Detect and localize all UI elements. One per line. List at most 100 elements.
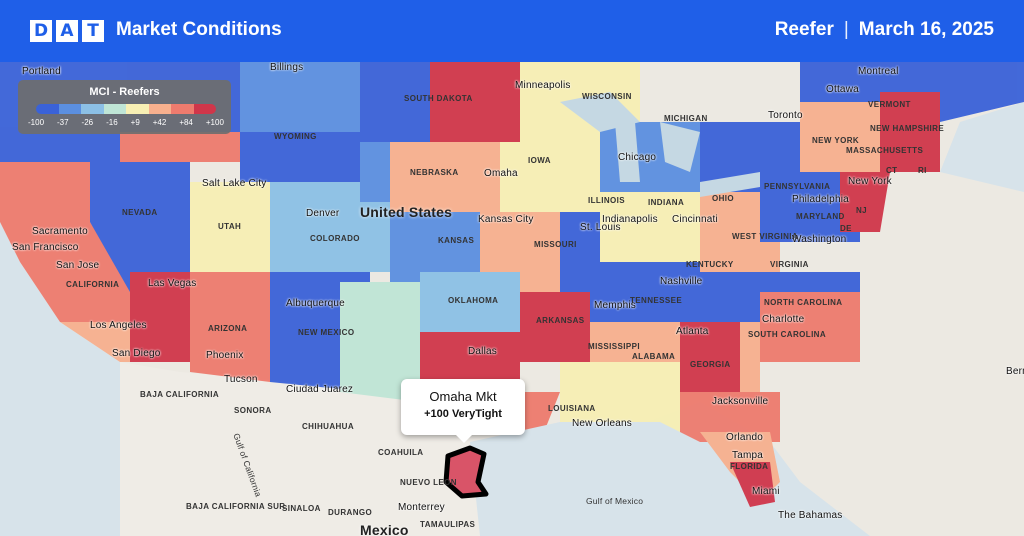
- city-label-atlanta: Atlanta: [676, 326, 709, 337]
- market-regions: [0, 62, 1024, 507]
- mci-legend: MCI - Reefers -100 -37 -26 -16 +9 +42 +84 +100: [18, 80, 231, 134]
- city-label-monterrey: Monterrey: [398, 502, 445, 513]
- state-label-new-hampshire: NEW HAMPSHIRE: [870, 124, 945, 133]
- state-label-vermont: VERMONT: [868, 100, 911, 109]
- state-label-new-mexico: NEW MEXICO: [298, 328, 355, 337]
- state-label-indiana: INDIANA: [648, 198, 685, 207]
- legend-tick: +84: [179, 118, 193, 127]
- city-label-los-angeles: Los Angeles: [90, 320, 147, 331]
- legend-tick: -16: [106, 118, 118, 127]
- city-label-new-york: New York: [848, 176, 892, 187]
- legend-tick: -100: [28, 118, 45, 127]
- legend-tick: -26: [81, 118, 94, 127]
- legend-swatch: [58, 104, 81, 114]
- page-title: Market Conditions: [116, 19, 282, 40]
- city-label-miami: Miami: [752, 486, 780, 497]
- country-label-us: United States: [360, 204, 453, 220]
- gulf-of-mexico: [470, 422, 720, 536]
- legend-tick: +42: [152, 118, 167, 127]
- state-label-tamaulipas: TAMAULIPAS: [420, 520, 476, 529]
- legend-title: MCI - Reefers: [89, 86, 160, 98]
- highlighted-market-outline[interactable]: [443, 445, 489, 499]
- gulf-of-mexico-label: Gulf of Mexico: [586, 496, 644, 506]
- city-label-san-francisco: San Francisco: [12, 242, 79, 253]
- tooltip-market-name: Omaha Mkt: [429, 389, 497, 404]
- city-label-sacramento: Sacramento: [32, 226, 88, 237]
- state-label-virginia: VIRGINIA: [770, 260, 809, 269]
- legend-tick: +100: [205, 118, 224, 127]
- state-label-utah: UTAH: [218, 222, 242, 231]
- map-canvas: [0, 62, 1024, 536]
- city-label-bahamas: The Bahamas: [778, 510, 843, 521]
- report-date: March 16, 2025: [858, 19, 994, 40]
- state-label-de: DE: [840, 224, 852, 233]
- legend-swatch: [193, 104, 216, 114]
- city-label-dallas: Dallas: [468, 346, 497, 357]
- state-label-north-carolina: NORTH CAROLINA: [764, 298, 843, 307]
- lake-michigan: [615, 122, 640, 182]
- state-label-michigan: MICHIGAN: [664, 114, 708, 123]
- market-map[interactable]: Portland Billings Minneapolis Montreal O…: [0, 62, 1024, 536]
- state-label-baja-california-sur: BAJA CALIFORNIA SUR: [186, 502, 286, 511]
- state-label-nj: NJ: [856, 206, 868, 215]
- state-label-iowa: IOWA: [528, 156, 551, 165]
- state-label-arizona: ARIZONA: [208, 324, 248, 333]
- city-label-nashville: Nashville: [660, 276, 703, 287]
- country-label-mexico: Mexico: [360, 522, 409, 536]
- state-label-nevada: NEVADA: [122, 208, 158, 217]
- state-label-mississippi: MISSISSIPPI: [588, 342, 640, 351]
- city-label-montreal: Montreal: [858, 66, 899, 77]
- state-label-west-virginia: WEST VIRGINIA: [732, 232, 799, 241]
- header-separator: |: [843, 19, 849, 40]
- lake-erie: [700, 172, 760, 197]
- legend-swatch: [171, 104, 194, 114]
- state-label-wyoming: WYOMING: [274, 132, 317, 141]
- state-label-chihuahua: CHIHUAHUA: [302, 422, 355, 431]
- state-label-kansas: KANSAS: [438, 236, 475, 245]
- state-label-maryland: MARYLAND: [796, 212, 845, 221]
- logo-letter-a: A: [56, 20, 78, 42]
- state-label-florida: FLORIDA: [730, 462, 769, 471]
- header-bar: D A T Market Conditions Reefer | March 1…: [0, 0, 1024, 62]
- state-label-ohio: OHIO: [712, 194, 735, 203]
- city-label-ciudad-juarez: Ciudad Juarez: [286, 384, 354, 395]
- city-label-jacksonville: Jacksonville: [712, 396, 769, 407]
- city-label-san-jose: San Jose: [56, 260, 100, 271]
- state-label-colorado: COLORADO: [310, 234, 360, 243]
- legend-tick: +9: [130, 118, 140, 127]
- state-label-durango: DURANGO: [328, 508, 373, 517]
- legend-tick: -37: [57, 118, 69, 127]
- city-label-billings: Billings: [270, 62, 304, 73]
- state-label-tennessee: TENNESSEE: [630, 296, 683, 305]
- legend-color-scale: [36, 104, 216, 114]
- city-label-tampa: Tampa: [732, 450, 764, 461]
- lake-huron: [660, 122, 700, 172]
- tooltip-market-value: +100 VeryTight: [424, 408, 502, 420]
- state-label-ri: RI: [918, 166, 927, 175]
- city-label-bermuda: Bermuda: [1006, 366, 1024, 377]
- legend-swatch: [81, 104, 104, 114]
- state-label-oklahoma: OKLAHOMA: [448, 296, 499, 305]
- state-label-south-dakota: SOUTH DAKOTA: [404, 94, 473, 103]
- legend-swatch: [36, 104, 59, 114]
- legend-swatch: [148, 104, 171, 114]
- city-label-chicago: Chicago: [618, 152, 657, 163]
- header-meta: Reefer | March 16, 2025: [775, 19, 994, 41]
- market-tooltip: Omaha Mkt +100 VeryTight: [401, 379, 525, 443]
- state-label-south-carolina: SOUTH CAROLINA: [748, 330, 827, 339]
- equipment-type: Reefer: [774, 19, 834, 40]
- legend-swatch: [126, 104, 149, 114]
- city-label-cincinnati: Cincinnati: [672, 214, 718, 225]
- tooltip-pointer: [456, 435, 472, 443]
- city-label-portland: Portland: [22, 66, 61, 77]
- city-label-denver: Denver: [306, 208, 340, 219]
- logo-letter-d: D: [30, 20, 52, 42]
- city-label-minneapolis: Minneapolis: [515, 80, 571, 91]
- state-label-sonora: SONORA: [234, 406, 272, 415]
- state-label-missouri: MISSOURI: [534, 240, 577, 249]
- legend-swatch: [103, 104, 126, 114]
- city-label-orlando: Orlando: [726, 432, 763, 443]
- city-label-memphis: Memphis: [594, 300, 636, 311]
- city-label-charlotte: Charlotte: [762, 314, 805, 325]
- logo-letter-t: T: [82, 20, 104, 42]
